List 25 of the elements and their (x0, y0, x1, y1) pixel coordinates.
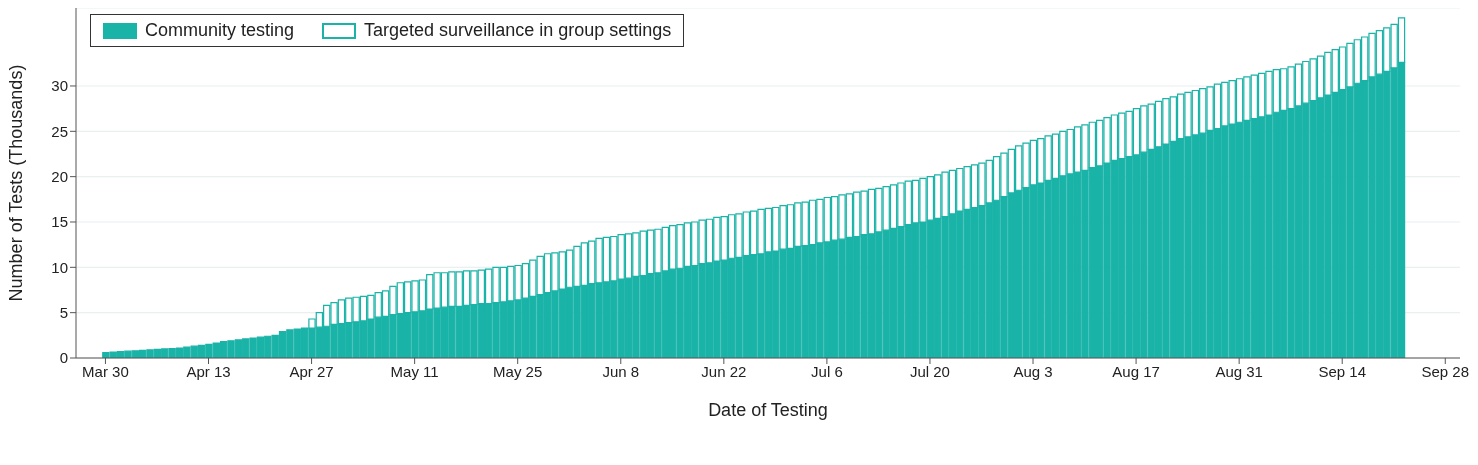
y-tick-label: 30 (51, 77, 68, 95)
x-tick-label: Apr 13 (186, 362, 231, 380)
x-tick-label: Jul 6 (811, 362, 843, 380)
y-tick-label: 20 (51, 167, 68, 185)
y-tick-label: 25 (51, 122, 68, 140)
x-tick-label: Sep 28 (1421, 362, 1470, 380)
x-tick-label: May 11 (390, 362, 439, 380)
x-tick-label: Mar 30 (82, 362, 129, 380)
x-tick-label: Aug 17 (1112, 362, 1160, 380)
y-tick-label: 10 (51, 258, 68, 276)
x-axis-title: Date of Testing (708, 400, 828, 420)
legend-label: Community testing (145, 20, 295, 41)
x-tick-label: Aug 3 (1013, 362, 1053, 380)
y-axis-title: Number of Tests (Thousands) (6, 64, 27, 302)
legend-label: Targeted surveillance in group settings (364, 20, 672, 41)
x-tick-label: Sep 14 (1318, 362, 1366, 380)
y-tick-label: 5 (59, 303, 68, 321)
y-tick-label: 0 (59, 349, 68, 367)
x-tick-label: May 25 (493, 362, 543, 380)
x-tick-label: Jun 8 (602, 362, 640, 380)
x-tick-label: Jun 22 (701, 362, 747, 380)
y-tick-label: 15 (51, 213, 68, 231)
x-tick-label: Aug 31 (1215, 362, 1263, 380)
x-tick-label: Apr 27 (289, 362, 334, 380)
x-tick-label: Jul 20 (909, 362, 950, 380)
